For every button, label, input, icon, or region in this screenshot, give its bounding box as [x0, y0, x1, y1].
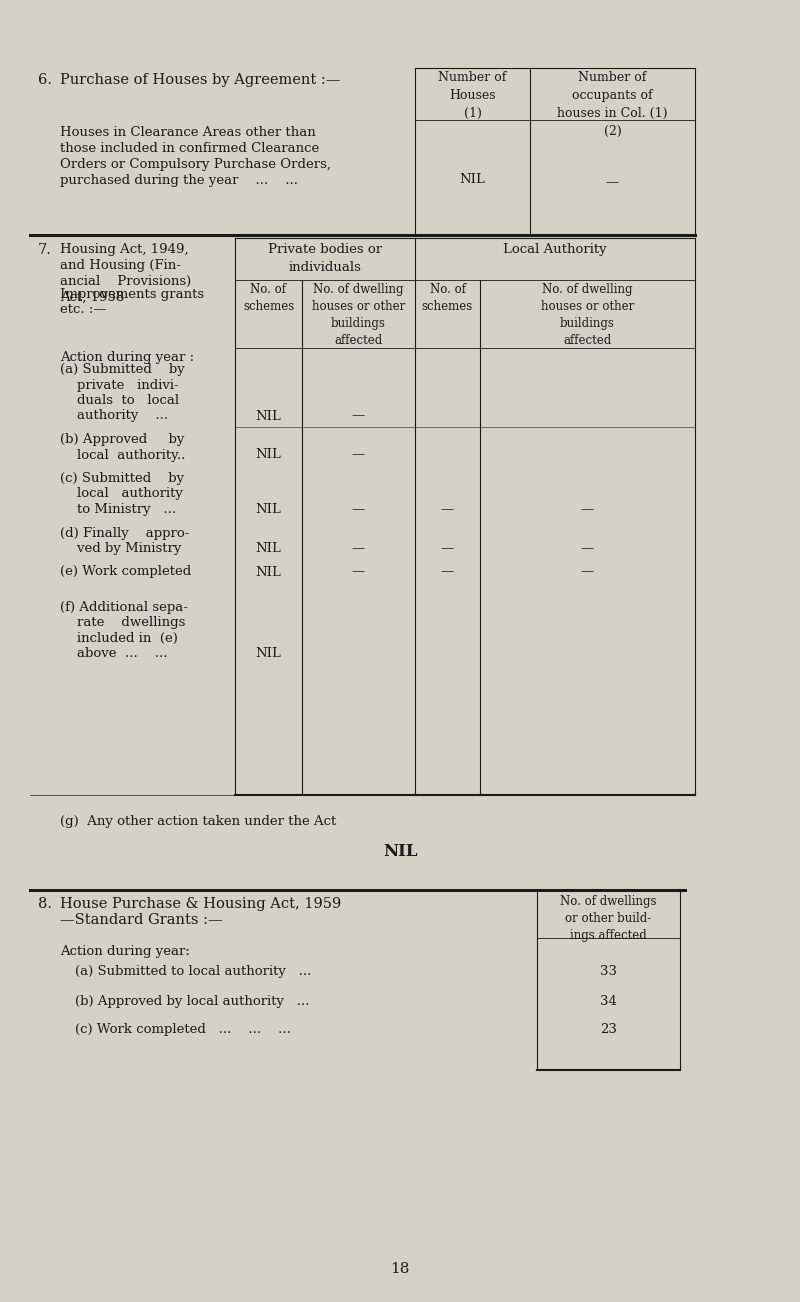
Text: private   indivi-: private indivi- — [60, 379, 178, 392]
Text: Purchase of Houses by Agreement :—: Purchase of Houses by Agreement :— — [60, 73, 340, 87]
Text: NIL: NIL — [255, 542, 282, 555]
Text: ancial    Provisions): ancial Provisions) — [60, 275, 191, 288]
Text: (f) Additional sepa-: (f) Additional sepa- — [60, 600, 188, 613]
Text: (g)  Any other action taken under the Act: (g) Any other action taken under the Act — [60, 815, 336, 828]
Text: (e) Work completed: (e) Work completed — [60, 565, 191, 578]
Text: —: — — [581, 565, 594, 578]
Text: (c) Work completed   ...    ...    ...: (c) Work completed ... ... ... — [75, 1023, 291, 1036]
Text: NIL: NIL — [255, 647, 282, 660]
Text: Houses in Clearance Areas other than: Houses in Clearance Areas other than — [60, 126, 316, 139]
Text: to Ministry   ...: to Ministry ... — [60, 503, 176, 516]
Text: above  ...    ...: above ... ... — [60, 647, 167, 660]
Text: House Purchase & Housing Act, 1959: House Purchase & Housing Act, 1959 — [60, 897, 342, 911]
Text: No. of dwelling
houses or other
buildings
affected: No. of dwelling houses or other building… — [312, 283, 405, 348]
Text: 6.: 6. — [38, 73, 52, 87]
Text: those included in confirmed Clearance: those included in confirmed Clearance — [60, 142, 319, 155]
Text: —: — — [441, 565, 454, 578]
Text: rate    dwellings: rate dwellings — [60, 616, 186, 629]
Text: —: — — [352, 542, 365, 555]
Text: NIL: NIL — [255, 410, 282, 423]
Text: purchased during the year    ...    ...: purchased during the year ... ... — [60, 174, 298, 187]
Text: Action during year:: Action during year: — [60, 945, 190, 958]
Text: Number of
occupants of
houses in Col. (1)
(2): Number of occupants of houses in Col. (1… — [558, 72, 668, 138]
Text: local   authority: local authority — [60, 487, 183, 500]
Text: Action during year :: Action during year : — [60, 352, 194, 365]
Text: —: — — [352, 410, 365, 423]
Text: 8.: 8. — [38, 897, 52, 911]
Text: ved by Ministry: ved by Ministry — [60, 542, 182, 555]
Text: —: — — [441, 542, 454, 555]
Text: —: — — [581, 542, 594, 555]
Text: (c) Submitted    by: (c) Submitted by — [60, 473, 184, 486]
Text: 23: 23 — [600, 1023, 617, 1036]
Text: authority    ...: authority ... — [60, 410, 168, 423]
Text: NIL: NIL — [459, 173, 486, 186]
Text: 7.: 7. — [38, 243, 52, 256]
Text: —: — — [352, 565, 365, 578]
Text: —: — — [441, 503, 454, 516]
Text: etc. :—: etc. :— — [60, 303, 106, 316]
Text: —: — — [352, 503, 365, 516]
Text: and Housing (Fin-: and Housing (Fin- — [60, 259, 181, 272]
Text: NIL: NIL — [255, 503, 282, 516]
Text: Local Authority: Local Authority — [503, 243, 607, 256]
Text: NIL: NIL — [255, 448, 282, 461]
Text: 33: 33 — [600, 965, 617, 978]
Text: No. of
schemes: No. of schemes — [243, 283, 294, 312]
Text: —: — — [606, 176, 619, 189]
Text: 18: 18 — [390, 1262, 410, 1276]
Text: NIL: NIL — [382, 842, 418, 861]
Text: 34: 34 — [600, 995, 617, 1008]
Text: duals  to   local: duals to local — [60, 395, 179, 408]
Text: —Standard Grants :—: —Standard Grants :— — [60, 913, 222, 927]
Text: (b) Approved     by: (b) Approved by — [60, 434, 184, 447]
Text: (a) Submitted to local authority   ...: (a) Submitted to local authority ... — [75, 965, 311, 978]
Text: No. of dwelling
houses or other
buildings
affected: No. of dwelling houses or other building… — [541, 283, 634, 348]
Text: (d) Finally    appro-: (d) Finally appro- — [60, 526, 190, 539]
Text: included in  (e): included in (e) — [60, 631, 178, 644]
Text: Private bodies or
individuals: Private bodies or individuals — [268, 243, 382, 273]
Text: No. of
schemes: No. of schemes — [422, 283, 473, 312]
Text: Number of
Houses
(1): Number of Houses (1) — [438, 72, 506, 120]
Text: Improvements grants: Improvements grants — [60, 288, 204, 301]
Text: Housing Act, 1949,: Housing Act, 1949, — [60, 243, 189, 256]
Text: —: — — [581, 503, 594, 516]
Text: (a) Submitted    by: (a) Submitted by — [60, 363, 185, 376]
Text: local  authority..: local authority.. — [60, 448, 186, 461]
Text: (b) Approved by local authority   ...: (b) Approved by local authority ... — [75, 995, 310, 1008]
Text: Orders or Compulsory Purchase Orders,: Orders or Compulsory Purchase Orders, — [60, 158, 331, 171]
Text: Act, 1958: Act, 1958 — [60, 292, 124, 303]
Text: —: — — [352, 448, 365, 461]
Text: No. of dwellings
or other build-
ings affected: No. of dwellings or other build- ings af… — [560, 894, 657, 943]
Text: NIL: NIL — [255, 565, 282, 578]
